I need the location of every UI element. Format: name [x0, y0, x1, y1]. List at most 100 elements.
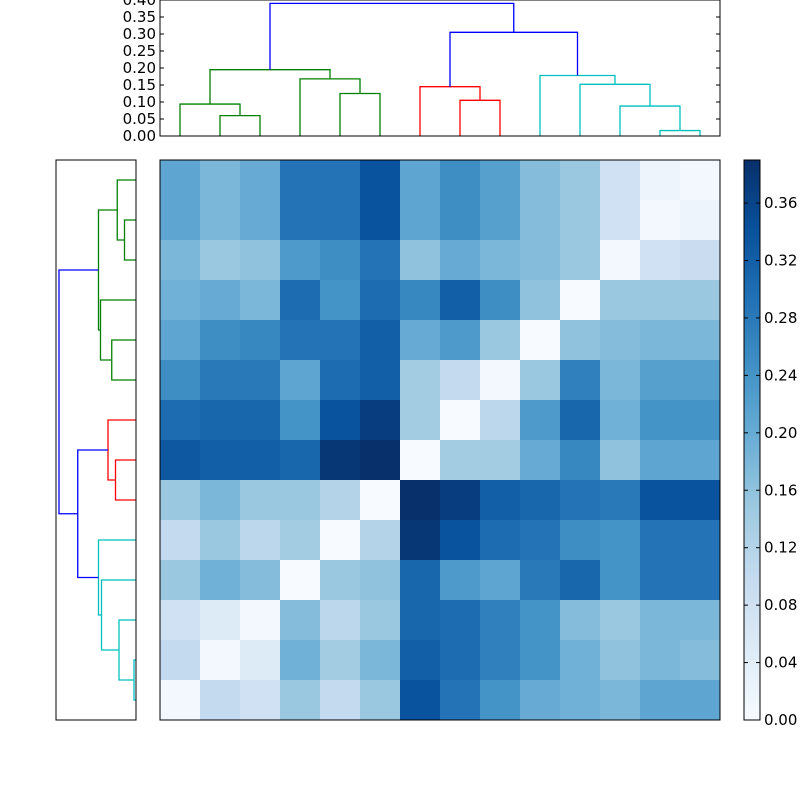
heatmap-cell: [480, 400, 521, 441]
heatmap-cell: [560, 560, 601, 601]
heatmap-cell: [320, 360, 361, 401]
heatmap-cell: [400, 520, 441, 561]
heatmap-cell: [480, 240, 521, 281]
heatmap-cell: [440, 600, 481, 641]
heatmap-cell: [680, 160, 721, 201]
heatmap-cell: [280, 600, 321, 641]
heatmap-cell: [600, 360, 641, 401]
heatmap-cell: [280, 440, 321, 481]
heatmap-cell: [600, 520, 641, 561]
heatmap-cell: [640, 520, 681, 561]
heatmap-cell: [640, 440, 681, 481]
colorbar-tick-label: 0.28: [764, 309, 797, 327]
heatmap-cell: [680, 240, 721, 281]
heatmap-cell: [400, 240, 441, 281]
heatmap-cell: [200, 560, 241, 601]
heatmap-cell: [560, 360, 601, 401]
heatmap-cell: [520, 640, 561, 681]
heatmap-cell: [360, 560, 401, 601]
top-dendrogram-ytick-label: 0.30: [123, 25, 156, 43]
heatmap: [160, 160, 721, 721]
heatmap-cell: [680, 360, 721, 401]
heatmap-cell: [400, 640, 441, 681]
heatmap-cell: [360, 160, 401, 201]
heatmap-cell: [520, 560, 561, 601]
top-dendrogram-link: [179, 103, 241, 136]
heatmap-cell: [440, 440, 481, 481]
heatmap-cell: [640, 240, 681, 281]
heatmap-cell: [240, 520, 281, 561]
heatmap-cell: [320, 640, 361, 681]
heatmap-cell: [680, 200, 721, 241]
colorbar-ticks: 0.00 0.04 0.08 0.12 0.16 0.20 0.24 0.28 0.32 0.36: [744, 194, 797, 729]
heatmap-cell: [440, 520, 481, 561]
top-dendrogram-ytick-label: 0.15: [123, 76, 156, 94]
heatmap-cell: [600, 640, 641, 681]
heatmap-cell: [440, 400, 481, 441]
left-dendrogram-frame: [55, 159, 137, 721]
heatmap-cell: [520, 280, 561, 321]
heatmap-cell: [200, 520, 241, 561]
top-dendrogram-ytick-label: 0.35: [123, 8, 156, 26]
heatmap-cell: [200, 280, 241, 321]
heatmap-cell: [320, 440, 361, 481]
left-dendrogram-link: [97, 539, 136, 616]
heatmap-cell: [200, 240, 241, 281]
heatmap-cell: [280, 480, 321, 521]
heatmap-cell: [480, 480, 521, 521]
heatmap-cell: [560, 680, 601, 721]
colorbar-tick-label: 0.00: [764, 711, 797, 729]
left-dendrogram-link: [99, 299, 136, 361]
heatmap-cell: [520, 680, 561, 721]
heatmap-cell: [160, 520, 201, 561]
heatmap-cell: [560, 520, 601, 561]
top-dendrogram-link: [659, 129, 701, 136]
heatmap-cell: [600, 320, 641, 361]
heatmap-cell: [200, 680, 241, 721]
heatmap-cell: [160, 560, 201, 601]
heatmap-cell: [360, 200, 401, 241]
heatmap-cell: [640, 160, 681, 201]
top-dendrogram-link: [269, 2, 515, 70]
heatmap-cell: [160, 640, 201, 681]
heatmap-cell: [320, 680, 361, 721]
left-dendrogram-link: [116, 179, 136, 241]
heatmap-cell: [360, 640, 401, 681]
top-dendrogram-ytick-label: 0.05: [123, 110, 156, 128]
heatmap-cell: [320, 480, 361, 521]
heatmap-cell: [600, 400, 641, 441]
heatmap-cell: [560, 440, 601, 481]
heatmap-cell: [200, 200, 241, 241]
left-dendrogram-link: [114, 459, 136, 501]
top-dendrogram-link: [209, 69, 331, 105]
heatmap-cell: [600, 600, 641, 641]
heatmap-cell: [360, 440, 401, 481]
top-dendrogram-link: [449, 31, 579, 87]
heatmap-cell: [640, 280, 681, 321]
heatmap-cell: [360, 520, 401, 561]
heatmap-cell: [360, 400, 401, 441]
colorbar-tick-label: 0.20: [764, 424, 797, 442]
heatmap-cell: [240, 440, 281, 481]
heatmap-cell: [200, 640, 241, 681]
colorbar-tick-label: 0.12: [764, 539, 797, 557]
heatmap-cell: [640, 640, 681, 681]
heatmap-cell: [320, 400, 361, 441]
heatmap-cell: [520, 600, 561, 641]
top-dendrogram: [179, 2, 701, 136]
top-dendrogram-ytick-label: 0.20: [123, 59, 156, 77]
heatmap-cell: [440, 640, 481, 681]
heatmap-cell: [240, 400, 281, 441]
heatmap-cell: [280, 160, 321, 201]
heatmap-cell: [560, 600, 601, 641]
heatmap-cell: [600, 200, 641, 241]
colorbar-tick-label: 0.04: [764, 654, 797, 672]
heatmap-cell: [200, 440, 241, 481]
left-dendrogram-link: [123, 219, 136, 261]
top-dendrogram-link: [619, 105, 681, 136]
heatmap-cell: [360, 360, 401, 401]
heatmap-cell: [560, 280, 601, 321]
heatmap-cell: [280, 520, 321, 561]
heatmap-cell: [440, 240, 481, 281]
heatmap-cell: [480, 600, 521, 641]
